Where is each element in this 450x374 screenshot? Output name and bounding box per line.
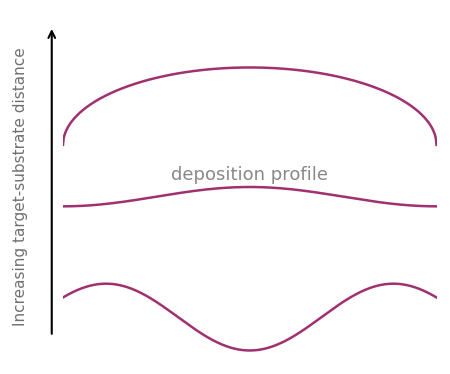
Text: Increasing target-substrate distance: Increasing target-substrate distance xyxy=(13,47,28,327)
Text: deposition profile: deposition profile xyxy=(171,166,328,184)
